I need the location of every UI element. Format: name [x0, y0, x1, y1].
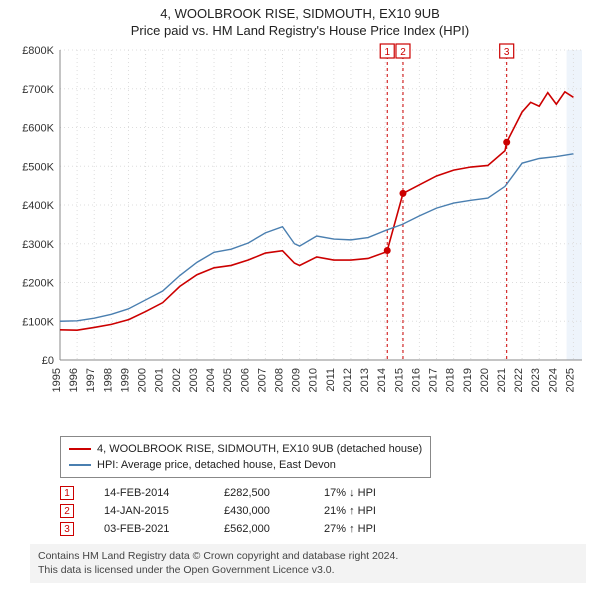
svg-text:£400K: £400K	[22, 200, 54, 212]
titles: 4, WOOLBROOK RISE, SIDMOUTH, EX10 9UB Pr…	[0, 0, 600, 40]
chart-svg: £0 £100K £200K £300K £400K £500K £600K £700K £80…	[0, 40, 600, 430]
sale-marker: 3	[60, 522, 74, 536]
svg-text:2010: 2010	[308, 368, 320, 392]
svg-text:2018: 2018	[445, 368, 457, 392]
svg-text:£300K: £300K	[22, 239, 54, 251]
svg-text:£0: £0	[42, 355, 54, 367]
sale-date: 03-FEB-2021	[104, 523, 194, 535]
sale-row: 3 03-FEB-2021 £562,000 27% ↑ HPI	[60, 522, 600, 536]
svg-text:1995: 1995	[51, 368, 63, 392]
svg-text:2013: 2013	[359, 368, 371, 392]
svg-text:2024: 2024	[547, 368, 559, 392]
svg-text:2004: 2004	[205, 368, 217, 392]
svg-text:2009: 2009	[291, 368, 303, 392]
legend-label: HPI: Average price, detached house, East…	[97, 457, 336, 473]
legend-label: 4, WOOLBROOK RISE, SIDMOUTH, EX10 9UB (d…	[97, 441, 422, 457]
svg-text:2003: 2003	[188, 368, 200, 392]
legend-swatch	[69, 448, 91, 450]
sale-marker: 2	[60, 504, 74, 518]
legend-row: 4, WOOLBROOK RISE, SIDMOUTH, EX10 9UB (d…	[69, 441, 422, 457]
sale-diff: 21% ↑ HPI	[324, 505, 414, 517]
svg-text:1999: 1999	[119, 368, 131, 392]
svg-text:2020: 2020	[479, 368, 491, 392]
legend-swatch	[69, 464, 91, 466]
svg-text:2000: 2000	[137, 368, 149, 392]
svg-text:2025: 2025	[564, 368, 576, 392]
sale-marker: 1	[60, 486, 74, 500]
sale-row: 1 14-FEB-2014 £282,500 17% ↓ HPI	[60, 486, 600, 500]
svg-text:2012: 2012	[342, 368, 354, 392]
svg-text:£800K: £800K	[22, 45, 54, 57]
footer: Contains HM Land Registry data © Crown c…	[30, 544, 586, 583]
svg-text:2016: 2016	[410, 368, 422, 392]
sale-price: £430,000	[224, 505, 294, 517]
svg-text:£100K: £100K	[22, 316, 54, 328]
title-main: 4, WOOLBROOK RISE, SIDMOUTH, EX10 9UB	[0, 6, 600, 21]
chart-container: 4, WOOLBROOK RISE, SIDMOUTH, EX10 9UB Pr…	[0, 0, 600, 583]
sale-date: 14-FEB-2014	[104, 487, 194, 499]
footer-line1: Contains HM Land Registry data © Crown c…	[38, 550, 578, 564]
svg-text:£600K: £600K	[22, 123, 54, 135]
svg-text:2022: 2022	[513, 368, 525, 392]
svg-text:2015: 2015	[393, 368, 405, 392]
svg-text:2014: 2014	[376, 368, 388, 392]
sales-table: 1 14-FEB-2014 £282,500 17% ↓ HPI 2 14-JAN-201…	[60, 486, 600, 536]
legend-row: HPI: Average price, detached house, East…	[69, 457, 422, 473]
sale-price: £562,000	[224, 523, 294, 535]
sale-diff: 27% ↑ HPI	[324, 523, 414, 535]
svg-text:2005: 2005	[222, 368, 234, 392]
sale-date: 14-JAN-2015	[104, 505, 194, 517]
svg-text:1996: 1996	[68, 368, 80, 392]
svg-text:£700K: £700K	[22, 84, 54, 96]
svg-text:2011: 2011	[325, 368, 337, 392]
sale-diff: 17% ↓ HPI	[324, 487, 414, 499]
svg-text:2008: 2008	[273, 368, 285, 392]
svg-text:£500K: £500K	[22, 161, 54, 173]
svg-text:3: 3	[504, 47, 510, 58]
footer-line2: This data is licensed under the Open Gov…	[38, 564, 578, 578]
svg-text:2002: 2002	[171, 368, 183, 392]
legend: 4, WOOLBROOK RISE, SIDMOUTH, EX10 9UB (d…	[60, 436, 431, 478]
title-sub: Price paid vs. HM Land Registry's House …	[0, 23, 600, 38]
svg-text:2006: 2006	[239, 368, 251, 392]
svg-text:2019: 2019	[462, 368, 474, 392]
svg-text:£200K: £200K	[22, 278, 54, 290]
chart: £0 £100K £200K £300K £400K £500K £600K £700K £80…	[0, 40, 600, 430]
svg-text:2023: 2023	[530, 368, 542, 392]
svg-text:2021: 2021	[496, 368, 508, 392]
svg-text:2017: 2017	[428, 368, 440, 392]
svg-text:2007: 2007	[256, 368, 268, 392]
svg-text:1: 1	[384, 47, 390, 58]
sale-price: £282,500	[224, 487, 294, 499]
svg-text:1998: 1998	[102, 368, 114, 392]
svg-text:2001: 2001	[154, 368, 166, 392]
svg-text:2: 2	[400, 47, 406, 58]
svg-text:1997: 1997	[85, 368, 97, 392]
sale-row: 2 14-JAN-2015 £430,000 21% ↑ HPI	[60, 504, 600, 518]
